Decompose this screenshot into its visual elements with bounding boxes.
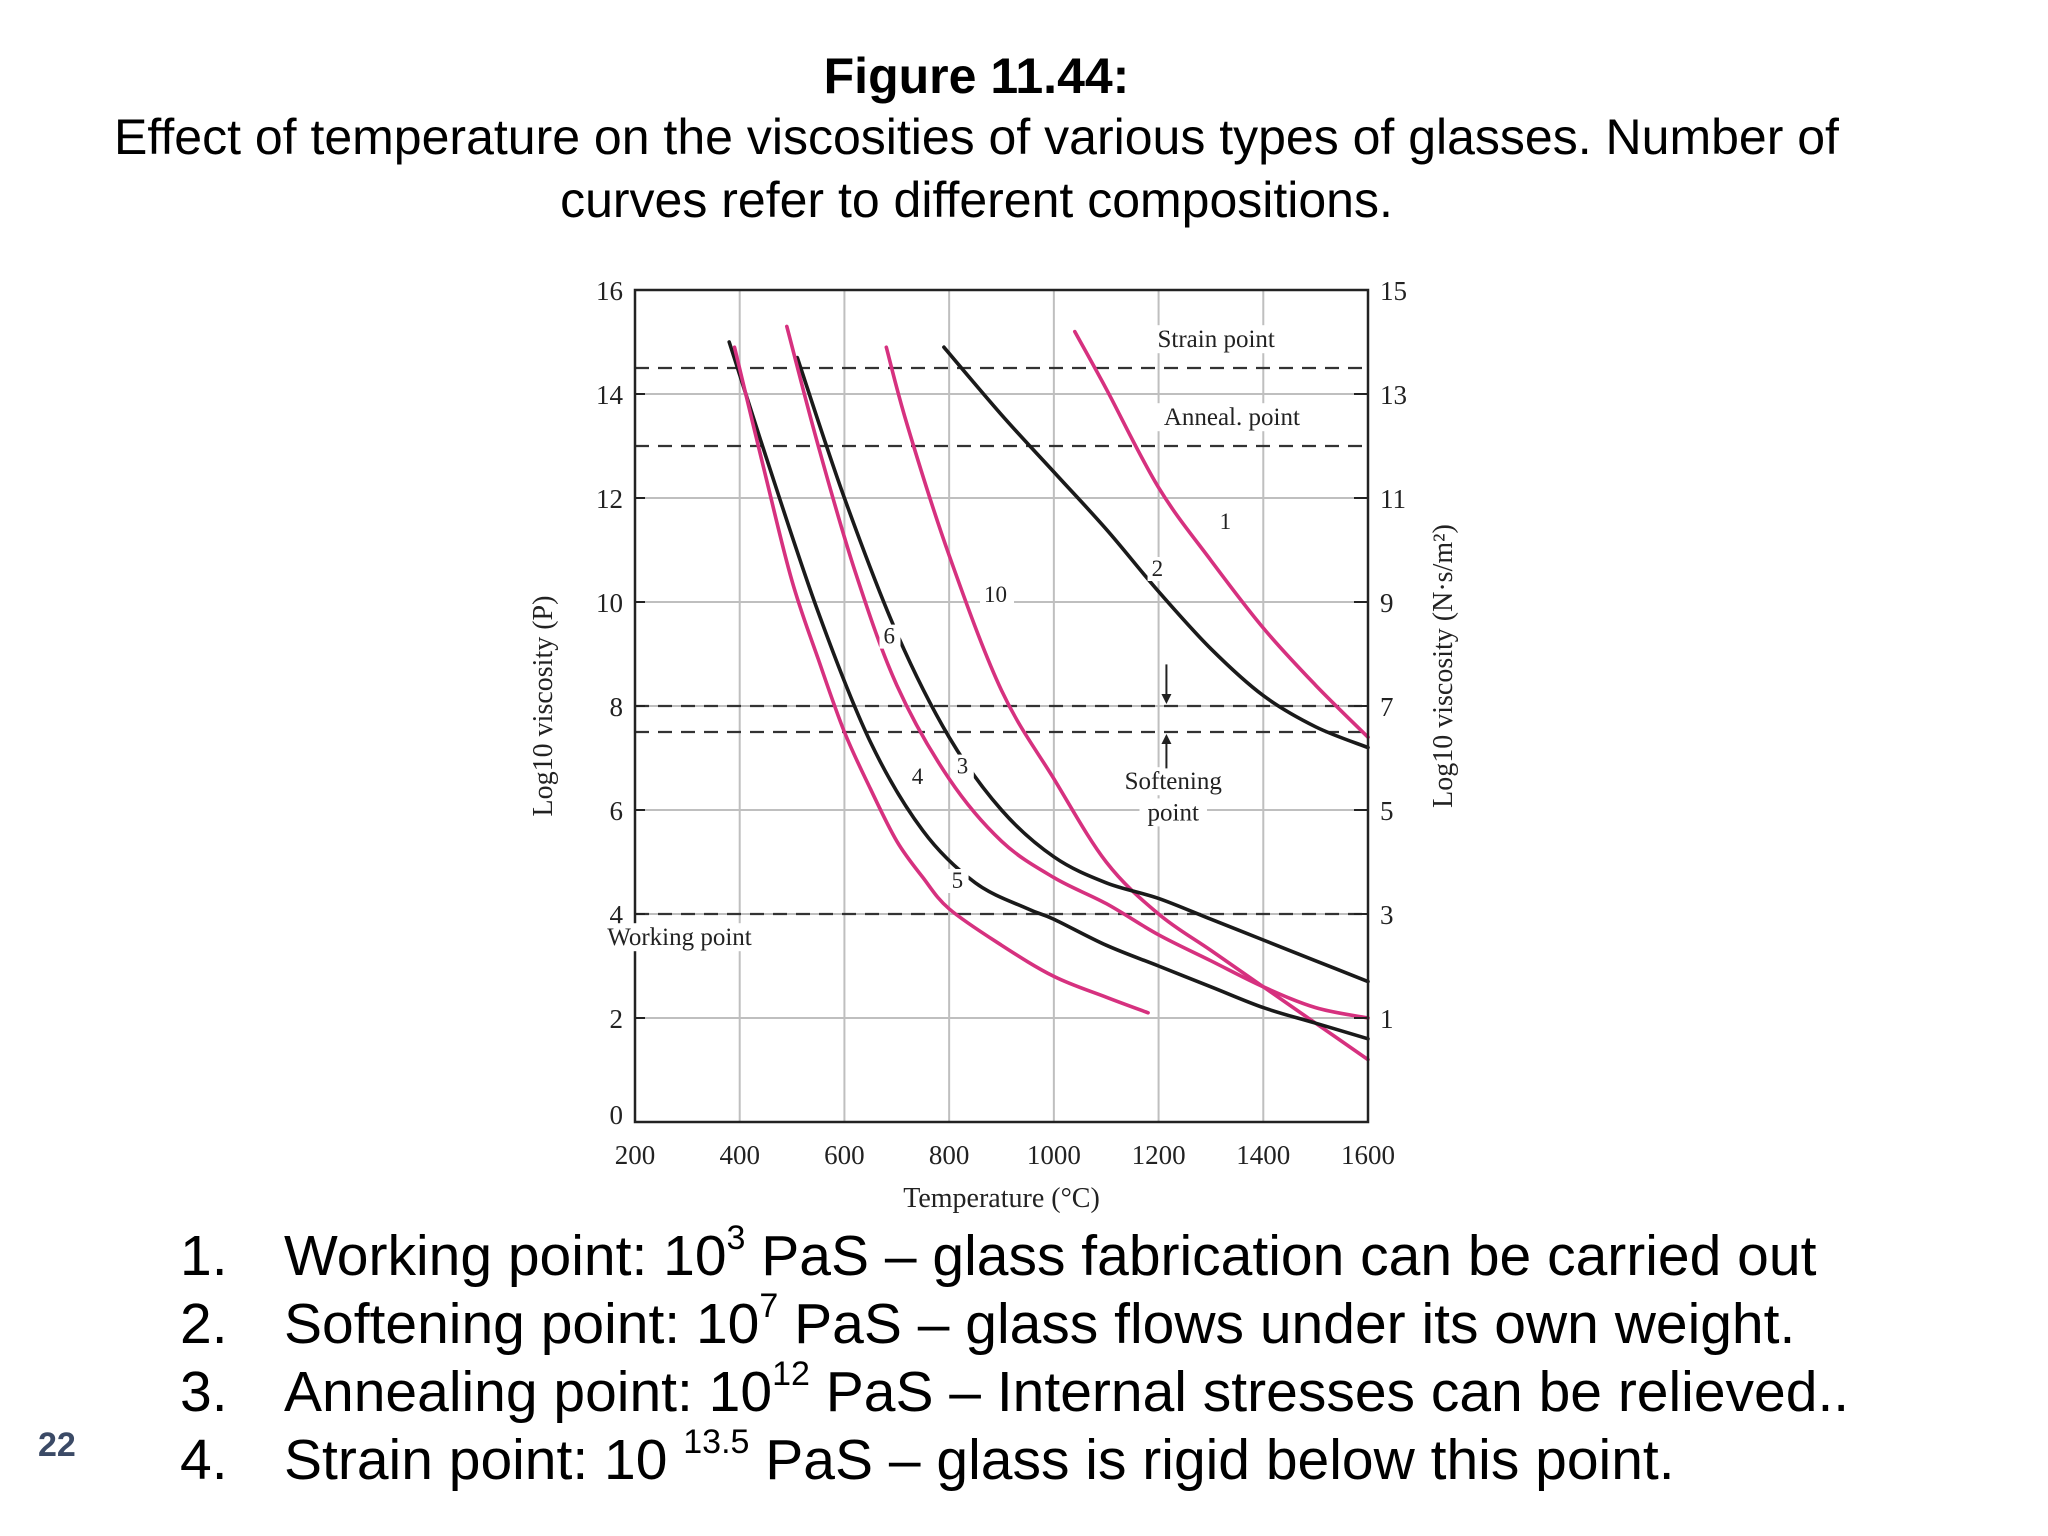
softening-arrowhead-up xyxy=(1161,734,1172,744)
y-tick-label: 8 xyxy=(610,692,624,722)
x-tick-label: 1400 xyxy=(1236,1140,1290,1170)
annotation-bg xyxy=(1152,403,1312,432)
figure-title: Figure 11.44: xyxy=(823,48,1130,104)
list-item-number: 2. xyxy=(180,1292,228,1356)
annotation-bg xyxy=(599,923,760,952)
series-label-10: 10 xyxy=(984,582,1007,607)
series-lines xyxy=(727,324,1370,1062)
y-right-tick-label: 9 xyxy=(1380,588,1394,618)
series-label-5: 5 xyxy=(952,868,964,893)
series-label-bg xyxy=(947,869,969,893)
list-item-number: 4. xyxy=(180,1428,228,1492)
y-axis-title-left: Log10 viscosity (P) xyxy=(528,596,559,817)
viscosity-points-list: 1. Working point: 103 PaS – glass fabric… xyxy=(180,1219,1980,1494)
list-item-text: Annealing point: 1012 PaS – Internal str… xyxy=(284,1355,1850,1424)
y-tick-label: 14 xyxy=(596,380,624,410)
x-tick-label: 1600 xyxy=(1341,1140,1395,1170)
x-tick-label: 1200 xyxy=(1132,1140,1186,1170)
y-tick-label: 10 xyxy=(596,588,623,618)
slide-number: 22 xyxy=(38,1426,76,1464)
x-tick-label: 600 xyxy=(824,1140,865,1170)
list-item: 2. Softening point: 107 PaS – glass flow… xyxy=(180,1287,1980,1358)
y-right-tick-label: 3 xyxy=(1380,900,1394,930)
y-right-tick-label: 11 xyxy=(1380,484,1406,514)
series-label-1: 1 xyxy=(1220,509,1232,534)
axis-ticks: 200 400 600 800 1000 1200 1400 1600024681012141… xyxy=(596,276,1407,1170)
series-label-2: 2 xyxy=(1152,556,1164,581)
y-tick-label: 6 xyxy=(610,796,624,826)
y-right-tick-label: 15 xyxy=(1380,276,1407,306)
annotation-label: Anneal. point xyxy=(1164,404,1300,431)
softening-arrowhead-down xyxy=(1161,694,1172,704)
y-tick-label: 16 xyxy=(596,276,623,306)
list-item: 3. Annealing point: 1012 PaS – Internal … xyxy=(180,1355,1980,1426)
list-item: 4. Strain point: 10 13.5 PaS – glass is … xyxy=(180,1423,1980,1494)
annotation-bg xyxy=(1116,767,1230,796)
series-line-4 xyxy=(727,340,1370,1041)
annotation-bg xyxy=(1142,325,1291,354)
series-line-6 xyxy=(795,355,1370,984)
series-line-5 xyxy=(732,345,1150,1015)
series-label-6: 6 xyxy=(884,624,896,649)
series-line-2 xyxy=(942,345,1370,750)
x-tick-label: 1000 xyxy=(1027,1140,1081,1170)
y-tick-label: 0 xyxy=(610,1100,624,1130)
series-label-bg xyxy=(952,754,974,779)
list-item-text: Strain point: 10 13.5 PaS – glass is rig… xyxy=(284,1423,1675,1492)
series-label-bg xyxy=(980,583,1015,607)
x-tick-label: 400 xyxy=(719,1140,760,1170)
series-label-bg xyxy=(907,765,929,789)
annotation-label: point xyxy=(1148,799,1199,826)
x-tick-label: 800 xyxy=(929,1140,970,1170)
x-tick-label: 200 xyxy=(615,1140,656,1170)
series-label-bg xyxy=(879,624,901,649)
series-label-3: 3 xyxy=(957,754,969,779)
series-label-bg xyxy=(1147,557,1169,581)
list-item: 1. Working point: 103 PaS – glass fabric… xyxy=(180,1219,1980,1290)
series-label-4: 4 xyxy=(912,764,924,789)
annotation-label: Working point xyxy=(607,924,752,951)
viscosity-chart: 200 400 600 800 1000 1200 1400 1600024681012141… xyxy=(528,276,1459,1214)
y-tick-label: 2 xyxy=(610,1004,624,1034)
y-right-tick-label: 5 xyxy=(1380,796,1394,826)
series-line-3 xyxy=(785,324,1370,1020)
y-right-tick-label: 13 xyxy=(1380,380,1407,410)
annotation-label: Strain point xyxy=(1157,326,1274,353)
y-right-tick-label: 1 xyxy=(1380,1004,1394,1034)
y-axis-title-right: Log10 viscosity (N·s/m²) xyxy=(1428,524,1459,808)
x-axis-title: Temperature (°C) xyxy=(903,1183,1100,1214)
list-item-number: 3. xyxy=(180,1360,228,1424)
series-line-1 xyxy=(1073,329,1370,739)
y-right-tick-label: 7 xyxy=(1380,692,1394,722)
y-tick-label: 4 xyxy=(610,900,624,930)
list-item-number: 1. xyxy=(180,1224,228,1288)
series-label-bg xyxy=(1215,510,1237,535)
annotation-label: Softening xyxy=(1125,768,1223,795)
list-item-text: Working point: 103 PaS – glass fabricati… xyxy=(284,1219,1817,1288)
reference-lines xyxy=(635,366,1368,916)
list-item-text: Softening point: 107 PaS – glass flows u… xyxy=(284,1287,1796,1356)
y-tick-label: 12 xyxy=(596,484,623,514)
annotation-bg xyxy=(1139,798,1207,827)
figure-caption: Effect of temperature on the viscosities… xyxy=(114,109,1839,228)
